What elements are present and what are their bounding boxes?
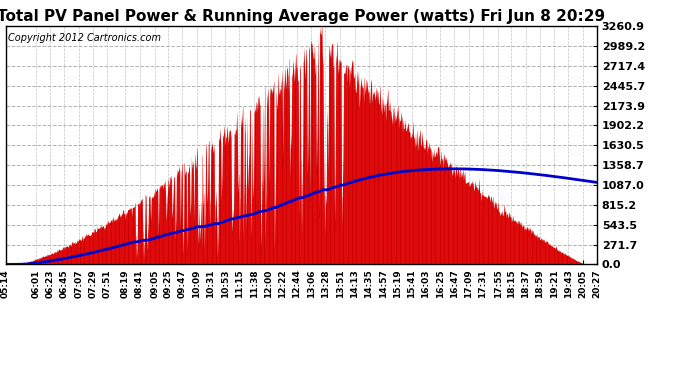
Text: Copyright 2012 Cartronics.com: Copyright 2012 Cartronics.com — [8, 33, 161, 44]
Title: Total PV Panel Power & Running Average Power (watts) Fri Jun 8 20:29: Total PV Panel Power & Running Average P… — [0, 9, 605, 24]
